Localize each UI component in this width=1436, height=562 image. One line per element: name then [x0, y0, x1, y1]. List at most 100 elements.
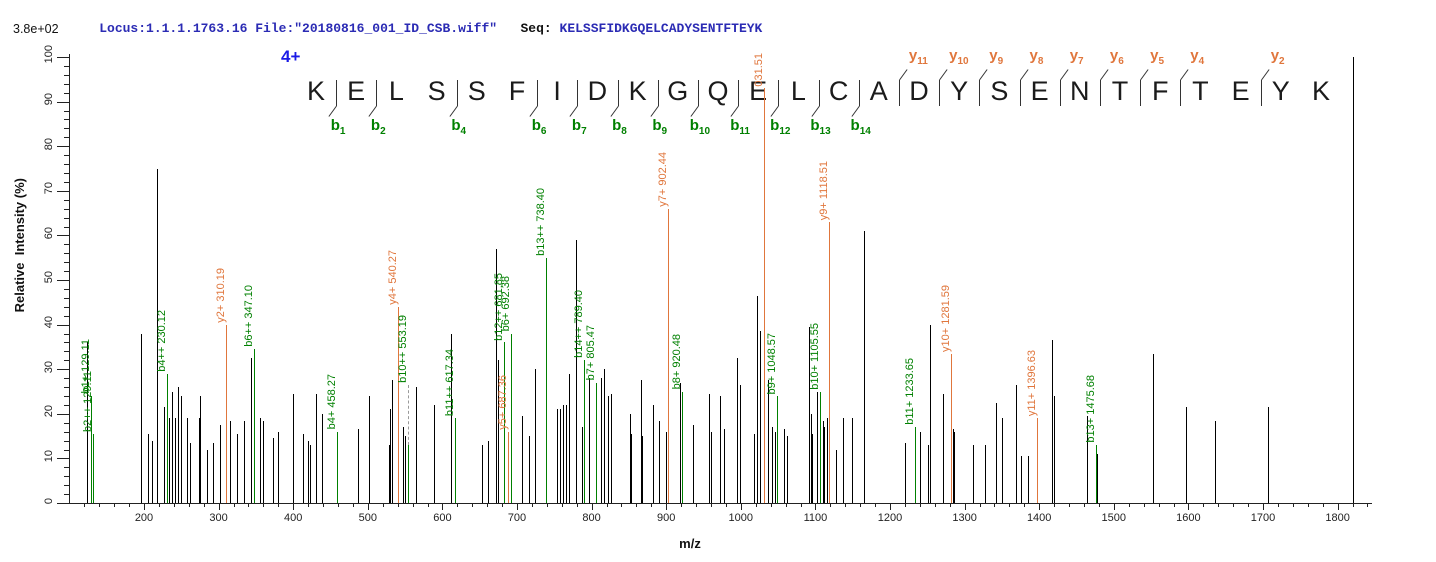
spectrum-peak: [604, 369, 606, 503]
x-minor-tick: [711, 503, 712, 507]
y-ion-slash: [1099, 69, 1109, 81]
y-ion-label: y2: [1270, 47, 1285, 67]
spectrum-peak: [487, 440, 489, 503]
y-ion-divider: [898, 80, 900, 106]
spectrum-peak: [357, 429, 359, 503]
x-tick-label: 1600: [1176, 512, 1201, 524]
spectrum-peak: [756, 295, 758, 503]
b-ion-peak: [511, 333, 513, 503]
spectrum-peak: [1021, 456, 1023, 503]
y-minor-tick: [64, 83, 69, 85]
b-ion-slash: [609, 105, 619, 117]
spectrum-peak: [388, 445, 390, 503]
spectrum-peak: [169, 418, 171, 503]
spectrum-peak: [1016, 384, 1018, 503]
peak-annotation: b4++ 230.12: [155, 309, 168, 372]
y-tick-label: 100: [43, 45, 55, 64]
x-tick-label: 900: [657, 512, 676, 524]
x-tick-label: 1700: [1250, 512, 1276, 524]
spectrum-peak: [995, 402, 997, 503]
spectrum-peak: [581, 427, 583, 503]
spectrum-peak: [680, 382, 681, 503]
b-ion-divider: [778, 80, 780, 106]
peak-annotation: y10+ 1281.59: [939, 284, 952, 352]
spectrum-peak: [1268, 407, 1270, 503]
y-ion-label: y5: [1150, 47, 1164, 67]
y-minor-tick: [64, 155, 69, 157]
x-major-tick: [1039, 503, 1041, 510]
x-minor-tick: [755, 503, 757, 507]
residue-letter: E: [1030, 76, 1049, 106]
x-minor-tick: [397, 503, 399, 507]
x-tick-label: 600: [433, 512, 452, 524]
residue-letter: N: [1070, 76, 1090, 106]
y-minor-tick: [64, 164, 69, 165]
x-minor-tick: [1158, 503, 1160, 507]
b-ion-slash: [328, 105, 337, 117]
x-minor-tick: [845, 503, 847, 507]
x-tick-label: 300: [209, 512, 228, 524]
y-ion-divider: [1140, 80, 1142, 106]
spectrum-peak: [559, 409, 561, 503]
residue-letter: F: [1151, 76, 1169, 106]
y-minor-tick: [64, 485, 69, 487]
spectrum-peak: [693, 424, 695, 503]
spectrum-peak: [723, 429, 725, 503]
x-minor-tick: [457, 503, 459, 507]
residue-letter: S: [467, 76, 486, 106]
b-ion-label: b14: [850, 117, 871, 137]
y-major-tick: [57, 324, 69, 326]
y-minor-tick: [64, 387, 69, 388]
spectrum-peak: [141, 333, 142, 503]
spectrum-peak: [198, 418, 200, 503]
x-minor-tick: [84, 503, 86, 507]
x-minor-tick: [1143, 503, 1145, 507]
y-ion-divider: [1180, 80, 1182, 106]
b-ion-slash: [770, 105, 780, 117]
spectrum-peak: [556, 409, 558, 503]
spectrum-peak: [303, 433, 305, 503]
residue-letter: G: [667, 76, 689, 106]
spectrum-peak: [151, 440, 153, 503]
y-ion-label: y4: [1190, 47, 1205, 67]
y-ion-slash: [1180, 69, 1189, 81]
y-tick-label: 10: [43, 449, 55, 463]
y-ion-divider: [1099, 80, 1101, 106]
y-ion-divider: [979, 80, 981, 106]
peak-annotation: y4+ 540.27: [386, 250, 399, 305]
x-minor-tick: [323, 503, 324, 507]
b-ion-peak: [595, 382, 597, 503]
b-ion-label: b7: [571, 117, 587, 137]
spectrum-peak: [229, 420, 231, 503]
y-minor-tick: [64, 65, 69, 67]
y-ion-divider: [1059, 80, 1061, 106]
x-tick-label: 1400: [1026, 512, 1052, 524]
x-tick-label: 1500: [1101, 512, 1127, 524]
x-minor-tick: [934, 503, 936, 507]
residue-letter: E: [749, 76, 768, 106]
spectrum-peak: [569, 373, 571, 503]
y-ion-label: y8: [1029, 47, 1044, 67]
y-minor-tick: [64, 449, 69, 451]
x-minor-tick: [904, 503, 906, 507]
spectrum-peak: [322, 413, 324, 503]
spectrum-peak: [528, 436, 530, 503]
x-major-tick: [1263, 503, 1264, 510]
y-minor-tick: [64, 351, 69, 353]
spectrum-peak: [775, 431, 777, 503]
b-ion-slash: [730, 105, 739, 117]
b-ion-peak: [455, 418, 457, 503]
x-major-tick: [1113, 503, 1115, 510]
y-ion-peak: [226, 324, 228, 503]
spectrum-peak: [368, 396, 370, 503]
spectrum-peak: [263, 420, 264, 503]
x-minor-tick: [338, 503, 339, 507]
spectrum-peak: [719, 396, 721, 503]
b-ion-slash: [851, 105, 860, 117]
spectrum-peak: [1052, 340, 1054, 503]
spectrum-peak: [535, 369, 537, 503]
b-ion-divider: [818, 80, 820, 106]
peak-annotation: 031.51: [753, 52, 766, 87]
spectrum-peak: [181, 396, 183, 503]
